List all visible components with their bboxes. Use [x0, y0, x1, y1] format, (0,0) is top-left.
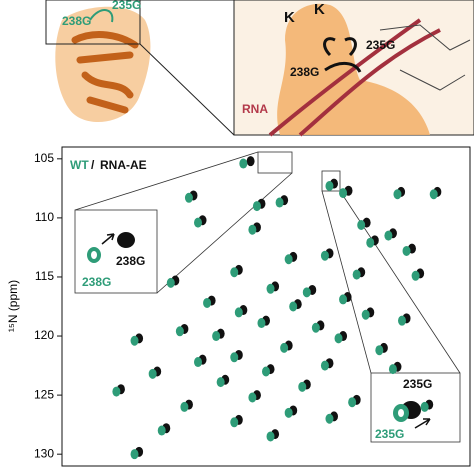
peak — [175, 326, 184, 337]
peak — [289, 301, 298, 312]
peak — [252, 201, 261, 212]
peak — [266, 431, 275, 442]
peak — [375, 345, 384, 356]
protein-structure — [45, 0, 235, 136]
peak — [284, 254, 293, 265]
peak — [348, 397, 357, 408]
peak — [194, 357, 202, 368]
peak — [203, 297, 212, 308]
peak — [339, 188, 348, 199]
structure-label: K — [314, 1, 325, 18]
y-axis-label: ¹⁵N (ppm) — [6, 280, 20, 332]
peak — [384, 230, 393, 241]
structure-label: RNA — [242, 102, 268, 116]
plot-frame — [61, 146, 471, 467]
peak — [130, 449, 139, 460]
peak — [212, 331, 221, 342]
peak — [361, 309, 370, 320]
peak — [194, 217, 202, 228]
peak — [298, 381, 307, 392]
inset-peaks — [87, 232, 431, 429]
structure-label: 235G — [366, 38, 395, 52]
peak — [402, 245, 411, 256]
peak — [234, 307, 243, 318]
peak — [239, 158, 248, 169]
peak — [248, 224, 257, 235]
legend-label: WT — [70, 158, 89, 172]
peak — [275, 197, 284, 208]
inset-label: 238G — [82, 275, 111, 289]
peak — [411, 270, 420, 281]
peak — [339, 294, 348, 305]
y-tick-label: 110 — [35, 210, 54, 224]
peak — [157, 425, 166, 436]
peak — [230, 267, 239, 278]
peak — [302, 287, 311, 298]
peak — [284, 407, 293, 418]
inset-label: 235G — [403, 377, 432, 391]
peak — [184, 192, 193, 203]
peak — [325, 413, 334, 424]
peak — [248, 392, 257, 403]
peak — [148, 368, 157, 379]
structure-label: 238G — [290, 65, 319, 79]
peak — [112, 386, 121, 397]
peak — [352, 269, 361, 280]
peak — [388, 364, 397, 375]
peak — [366, 237, 375, 248]
structure-label: 238G — [62, 14, 91, 28]
y-tick-label: 105 — [34, 151, 54, 165]
y-tick-label: 120 — [34, 328, 54, 342]
peak — [166, 277, 175, 288]
peak — [230, 417, 239, 428]
peak — [357, 219, 366, 230]
peak — [266, 283, 275, 294]
peaks — [112, 156, 442, 460]
peak — [262, 366, 270, 377]
zoom-panel — [233, 0, 474, 137]
peak — [280, 342, 289, 353]
peak — [325, 180, 334, 191]
peak — [420, 401, 429, 412]
legend-separator: / — [91, 158, 95, 172]
peak — [429, 189, 438, 200]
peak — [230, 352, 239, 363]
peak — [180, 401, 189, 412]
peak — [398, 315, 406, 326]
structure-label: K — [284, 9, 295, 26]
inset-label: 238G — [116, 254, 145, 268]
y-tick-label: 125 — [34, 387, 54, 401]
peak — [130, 335, 139, 346]
legend-label: RNA-AE — [100, 158, 147, 172]
peak — [320, 360, 329, 371]
peak — [393, 189, 402, 200]
inset-label: 235G — [375, 427, 404, 441]
structure-label: 235G — [112, 0, 141, 12]
peak — [311, 322, 320, 333]
y-tick-label: 115 — [35, 269, 54, 283]
peak — [246, 156, 255, 167]
peak — [334, 333, 343, 344]
peak — [320, 250, 329, 261]
peak — [257, 318, 266, 329]
peak — [216, 377, 225, 388]
y-tick-label: 130 — [34, 446, 54, 460]
